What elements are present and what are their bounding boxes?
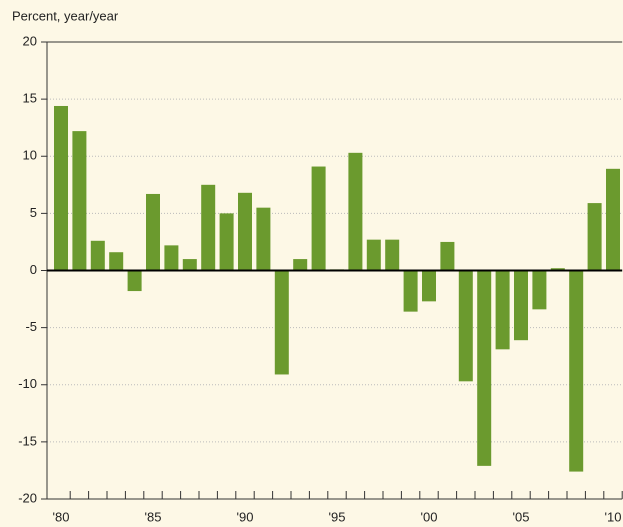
bar (311, 166, 326, 271)
y-tick-label: -15 (18, 433, 37, 448)
bar (219, 213, 234, 271)
x-tick-label: '00 (421, 509, 438, 524)
bar (146, 193, 160, 271)
bar (274, 270, 289, 375)
bar (403, 270, 418, 312)
bar (109, 252, 124, 271)
y-tick-label: -5 (25, 319, 37, 334)
bar (569, 270, 584, 472)
x-tick-label: '10 (605, 509, 622, 524)
y-tick-label: 5 (30, 205, 37, 220)
bar (458, 270, 473, 382)
bar (495, 270, 510, 350)
x-tick-label: '80 (53, 509, 70, 524)
x-tick-label: '85 (145, 509, 162, 524)
bar (201, 184, 216, 271)
y-tick-label: 10 (23, 148, 37, 163)
y-tick-label: 0 (30, 262, 37, 277)
bar (182, 259, 197, 271)
y-tick-label: 15 (23, 91, 37, 106)
bar (606, 168, 620, 271)
bar (532, 270, 547, 310)
y-tick-label: 20 (23, 33, 37, 48)
bar (477, 270, 492, 466)
x-tick-label: '95 (329, 509, 346, 524)
y-tick-label: -20 (18, 490, 37, 505)
bar (256, 207, 271, 271)
bar (127, 270, 142, 292)
y-axis-label: Percent, year/year (12, 8, 119, 23)
bar (440, 241, 455, 271)
bar (366, 239, 381, 271)
bar (238, 192, 252, 271)
bar (90, 240, 105, 271)
bar (164, 245, 179, 271)
bar (514, 270, 528, 341)
x-tick-label: '05 (513, 509, 530, 524)
y-tick-label: -10 (18, 376, 37, 391)
bar (422, 270, 436, 302)
bar (72, 131, 87, 271)
bar (348, 152, 363, 271)
bar (587, 203, 602, 271)
bar (385, 239, 400, 271)
bar (54, 105, 68, 271)
x-tick-label: '90 (237, 509, 254, 524)
bar (293, 259, 308, 271)
bar (550, 268, 565, 271)
